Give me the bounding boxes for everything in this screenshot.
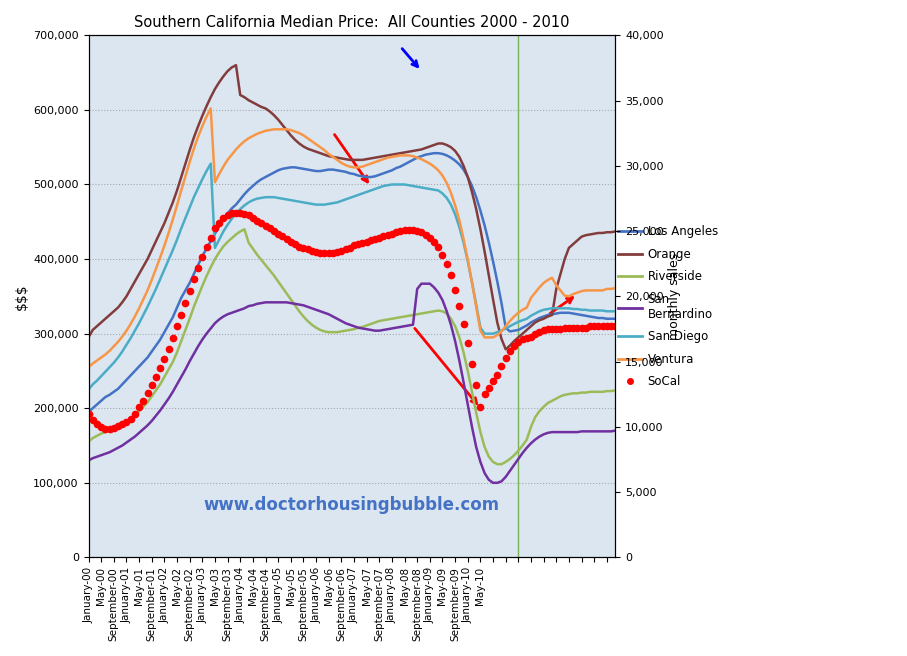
Y-axis label: monthly sales: monthly sales [668,253,681,340]
Title: Southern California Median Price:  All Counties 2000 - 2010: Southern California Median Price: All Co… [134,15,570,30]
Text: www.doctorhousingbubble.com: www.doctorhousingbubble.com [204,496,500,514]
Y-axis label: $$$: $$$ [15,283,29,310]
Legend: Los Angeles, Orange, Riverside, San
Bernardino, San Diego, Ventura, SoCal: Los Angeles, Orange, Riverside, San Bern… [613,221,723,393]
